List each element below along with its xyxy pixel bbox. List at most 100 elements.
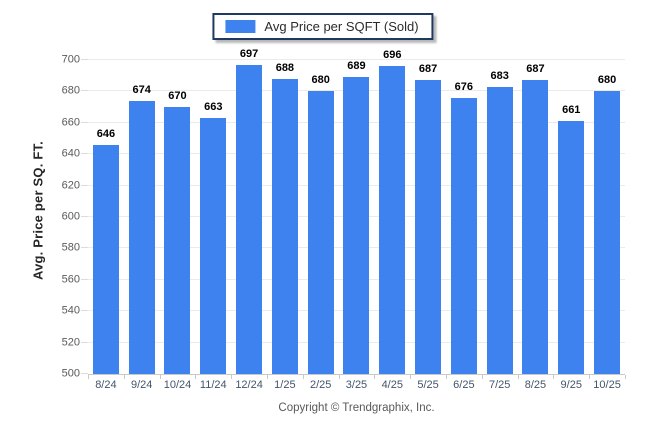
bar: 676 [450,81,477,374]
bar-value-label: 670 [168,90,187,103]
bar-slot: 696 [374,49,410,374]
y-tick-label: 560 [61,273,80,286]
bar-slot: 687 [518,60,554,374]
y-tick-label: 700 [61,53,80,66]
bar-value-label: 696 [383,49,402,62]
x-tick-label: 12/24 [235,379,263,391]
bar-value-label: 680 [311,74,330,87]
x-tick-mark [123,375,125,379]
bar-slot: 661 [553,60,589,374]
x-tick-mark [338,375,340,379]
y-tick-label: 600 [61,210,80,223]
x-tick-label: 2/25 [309,379,332,391]
bar-value-label: 683 [490,69,509,82]
bar: 663 [200,101,227,374]
x-tick-label: 8/24 [95,379,117,391]
x-tick-mark [88,375,89,379]
bar-value-label: 680 [597,74,617,87]
y-tick-mark [81,278,88,280]
bar-slot: 676 [446,60,482,374]
bar-value-label: 688 [275,61,295,74]
x-tick-mark [625,375,626,379]
x-tick-mark [410,375,412,379]
y-tick-mark [81,153,88,155]
x-tick-label: 11/24 [199,379,227,391]
bar-slot: 687 [410,60,446,374]
bar-value-label: 697 [239,47,259,60]
x-tick-label: 10/25 [593,379,621,391]
y-tick-mark [81,310,88,312]
y-axis-tick-labels: 500 520 540 560 580 600 620 640 660 680 700 [0,54,80,379]
x-tick-mark [302,375,304,379]
y-tick-mark [81,247,88,249]
x-tick-mark [553,375,555,379]
bar: 696 [379,49,406,374]
bar: 670 [164,90,191,374]
bar: 683 [486,70,513,374]
bar-value-label: 646 [96,127,116,140]
bar: 688 [271,62,298,374]
bar-slot: 680 [303,60,339,374]
x-tick-label: 6/25 [453,379,475,391]
x-tick-label: 3/25 [345,379,368,391]
x-tick-label: 10/24 [163,379,192,391]
bar-value-label: 687 [526,63,545,76]
y-tick-mark [81,216,88,217]
x-tick-mark [446,375,447,379]
bar: 687 [522,63,549,374]
x-tick-mark [589,375,591,379]
y-tick-mark [81,90,88,92]
y-tick-label: 580 [61,241,80,254]
bar-value-label: 687 [418,63,438,76]
legend: Avg Price per SQFT (Sold) [212,13,434,40]
copyright: Copyright © Trendgraphix, Inc. [278,402,435,414]
x-tick-mark [517,375,519,379]
bar: 687 [415,63,442,374]
x-tick-label: 8/25 [524,379,547,391]
y-tick-mark [81,59,88,60]
bar-series: 646 674 670 663 697 688 680 689 696 687 676 683 687 6… [88,48,625,374]
x-tick-label: 4/25 [381,379,403,391]
bar-value-label: 663 [204,101,223,114]
x-tick-label: 5/25 [417,379,439,391]
x-tick-mark [231,375,233,379]
x-tick-label: 9/24 [130,379,153,391]
x-tick-mark [159,375,161,379]
bar-slot: 697 [231,48,267,374]
bar-value-label: 674 [132,83,151,96]
x-tick-mark [374,375,376,379]
y-tick-mark [81,341,88,343]
y-tick-label: 640 [61,147,80,160]
bar-slot: 680 [589,60,625,374]
plot-area: 646 674 670 663 697 688 680 689 696 687 676 683 687 6… [81,48,626,379]
legend-swatch [225,20,256,33]
bar: 689 [343,60,370,374]
bar: 697 [236,48,263,374]
y-tick-label: 520 [61,336,80,349]
bar-slot: 683 [482,60,518,374]
x-axis-tick-labels: 8/24 9/24 10/24 11/24 12/24 1/25 2/25 3/25 4/25 5… [88,379,625,392]
bar-value-label: 676 [454,80,474,93]
bar-slot: 688 [267,60,303,374]
y-tick-mark [81,373,88,374]
bar-value-label: 689 [347,60,366,73]
bar-slot: 689 [339,60,375,374]
bar-slot: 646 [88,60,124,374]
x-tick-label: 1/25 [274,379,296,391]
x-tick-mark [267,375,268,379]
bar-value-label: 661 [562,104,581,117]
y-tick-label: 620 [61,179,80,192]
bar: 680 [307,74,334,374]
y-tick-label: 660 [61,116,80,129]
bar: 680 [594,74,621,374]
gridline [88,59,625,60]
bar-slot: 663 [195,60,231,374]
y-tick-label: 500 [61,367,80,380]
y-tick-mark [81,121,88,123]
y-tick-mark [81,184,88,186]
x-tick-mark [481,375,483,379]
x-tick-label: 7/25 [488,379,511,391]
y-tick-label: 680 [61,84,80,97]
bar: 674 [128,84,155,374]
